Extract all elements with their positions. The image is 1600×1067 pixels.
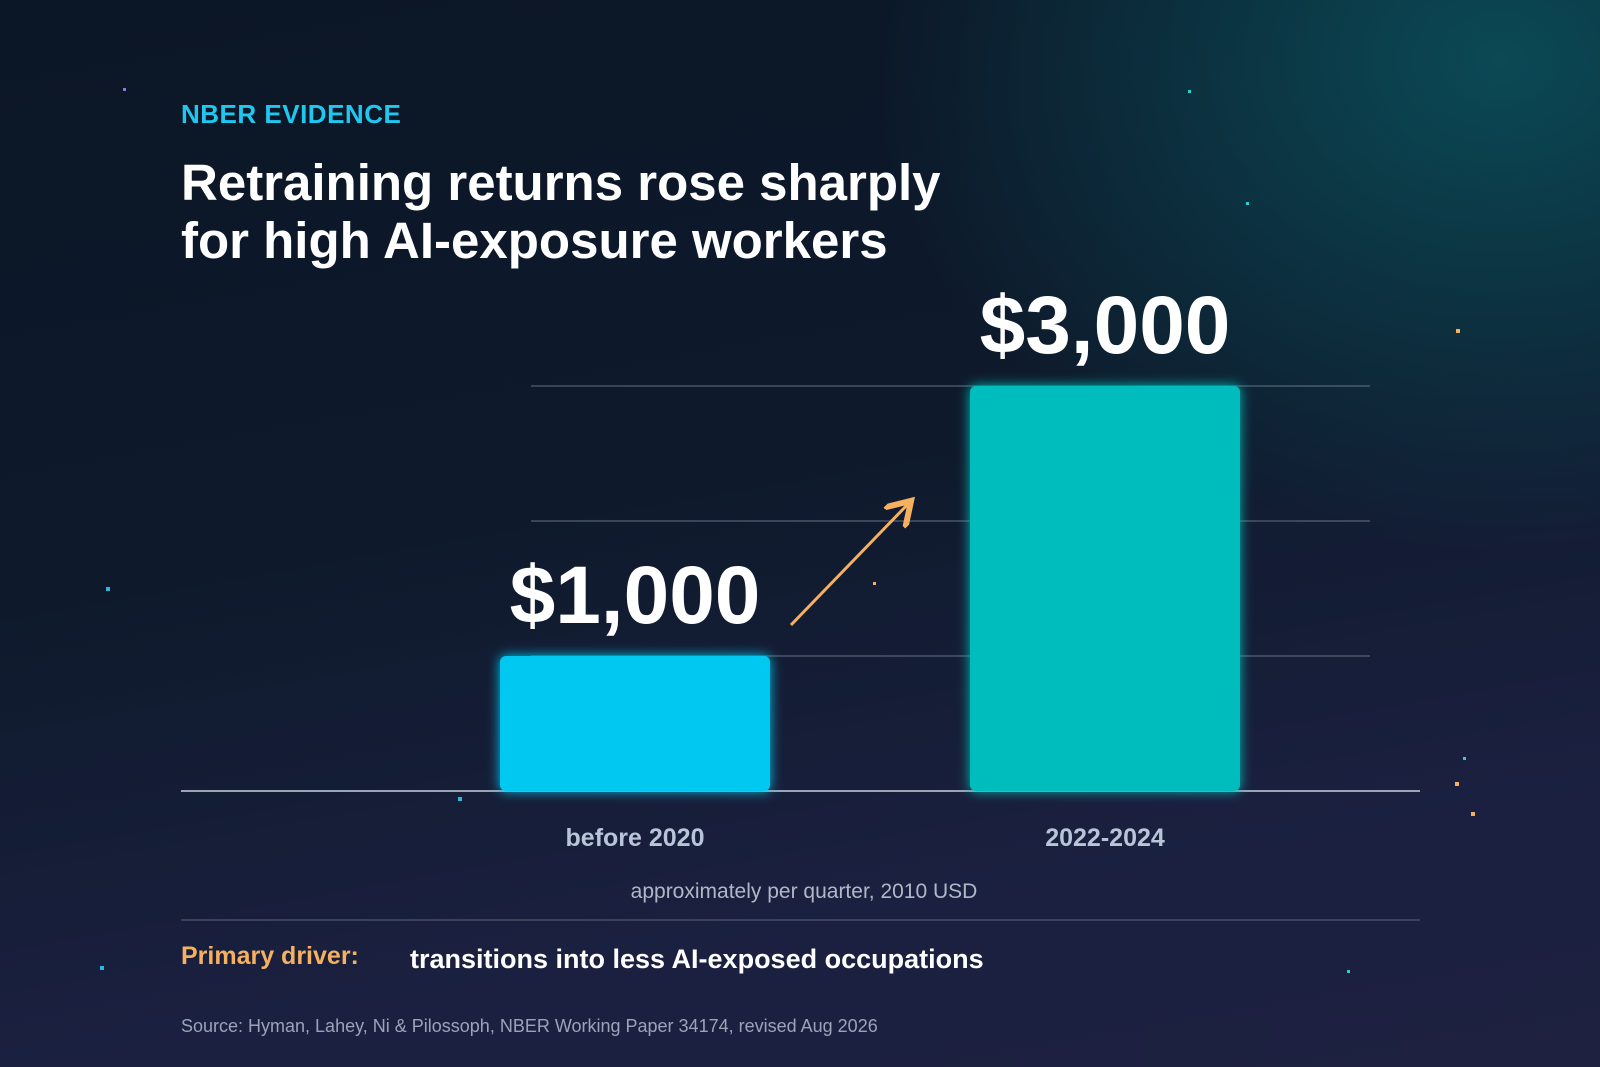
x-tick-label: 2022-2024: [1045, 824, 1165, 852]
value-label: $3,000: [980, 280, 1231, 371]
source: Source: Hyman, Lahey, Ni & Pilossoph, NB…: [181, 1016, 878, 1036]
stars: [100, 88, 1475, 973]
driver-label: Primary driver:: [181, 942, 359, 970]
bar: [500, 656, 770, 791]
chart-title: Retraining returns rose sharply for high…: [181, 154, 941, 269]
kicker: NBER EVIDENCE: [181, 99, 402, 129]
x-tick-label: before 2020: [566, 824, 705, 852]
axis-note: approximately per quarter, 2010 USD: [631, 880, 978, 903]
driver-text: transitions into less AI-exposed occupat…: [410, 944, 984, 974]
trend-arrow: [789, 503, 909, 627]
bars: [500, 386, 1240, 791]
value-label: $1,000: [510, 550, 761, 641]
bar: [970, 386, 1240, 791]
